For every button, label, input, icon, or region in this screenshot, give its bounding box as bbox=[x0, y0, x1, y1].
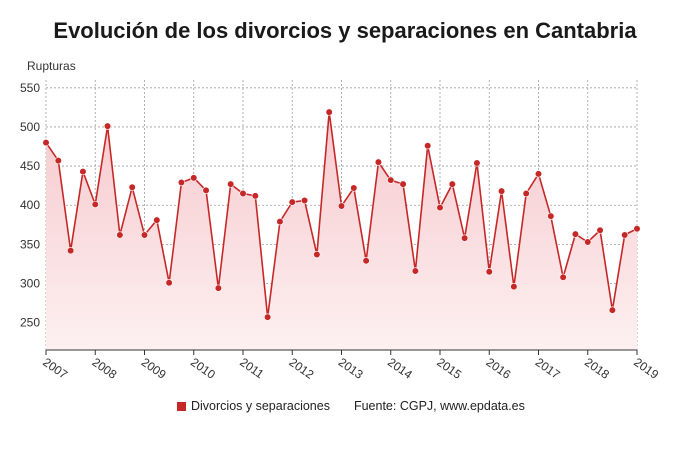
data-point bbox=[190, 174, 198, 182]
data-point bbox=[387, 176, 395, 184]
data-point bbox=[522, 189, 530, 198]
data-point bbox=[165, 279, 173, 287]
data-point bbox=[608, 306, 616, 314]
data-point bbox=[362, 257, 370, 265]
x-tick-label: 2009 bbox=[139, 355, 169, 382]
data-point bbox=[202, 186, 210, 194]
data-point bbox=[534, 170, 543, 178]
legend-swatch bbox=[177, 401, 186, 411]
data-point bbox=[103, 122, 112, 130]
data-point bbox=[300, 196, 309, 205]
data-point bbox=[153, 216, 161, 224]
data-point bbox=[510, 283, 518, 291]
y-axis-label: Rupturas bbox=[27, 59, 76, 73]
x-tick-label: 2017 bbox=[533, 355, 563, 382]
data-point bbox=[571, 230, 580, 238]
source-text: Fuente: CGPJ, www.epdata.es bbox=[353, 399, 525, 413]
data-point bbox=[584, 238, 592, 246]
y-tick-label: 300 bbox=[20, 276, 40, 290]
x-tick-label: 2007 bbox=[40, 355, 70, 382]
data-point bbox=[337, 202, 346, 210]
data-point bbox=[448, 180, 456, 188]
data-point bbox=[547, 212, 555, 220]
data-point bbox=[177, 178, 186, 187]
data-point bbox=[461, 234, 469, 242]
x-tick-label: 2019 bbox=[631, 355, 661, 382]
data-point bbox=[128, 183, 136, 191]
y-ticks: 250 300 350 400 450 500 550 bbox=[20, 81, 40, 330]
data-point bbox=[79, 167, 87, 176]
data-point bbox=[313, 250, 321, 259]
area-fill bbox=[46, 112, 637, 350]
legend: Divorcios y separaciones Fuente: CGPJ, w… bbox=[177, 399, 525, 413]
data-point bbox=[91, 200, 99, 209]
data-point bbox=[227, 180, 235, 188]
legend-series-label: Divorcios y separaciones bbox=[191, 399, 330, 413]
data-point bbox=[411, 267, 419, 275]
data-points bbox=[42, 108, 641, 321]
y-tick-label: 250 bbox=[20, 316, 40, 330]
y-tick-label: 400 bbox=[20, 198, 40, 212]
x-tick-label: 2016 bbox=[484, 355, 514, 382]
y-tick-label: 500 bbox=[20, 120, 40, 134]
data-point bbox=[497, 187, 506, 195]
data-point bbox=[42, 139, 50, 147]
data-point bbox=[214, 284, 222, 292]
x-ticks: 2007 2008 2009 2010 2011 2012 2013 2014 2015 2016… bbox=[40, 350, 661, 382]
data-point bbox=[350, 184, 358, 192]
data-point bbox=[251, 192, 259, 200]
data-point bbox=[559, 273, 567, 281]
data-point bbox=[140, 231, 149, 239]
x-tick-label: 2008 bbox=[90, 355, 120, 382]
data-point bbox=[424, 142, 432, 150]
x-tick-label: 2015 bbox=[434, 355, 464, 382]
data-point bbox=[473, 159, 481, 167]
x-tick-label: 2014 bbox=[385, 355, 415, 382]
x-tick-label: 2012 bbox=[287, 355, 317, 382]
data-point bbox=[116, 231, 124, 239]
y-tick-label: 450 bbox=[20, 159, 40, 173]
data-point bbox=[325, 108, 333, 116]
data-point bbox=[633, 225, 641, 233]
x-tick-label: 2013 bbox=[336, 355, 366, 382]
data-point bbox=[288, 198, 296, 206]
data-point bbox=[67, 247, 75, 255]
x-tick-label: 2011 bbox=[237, 355, 266, 381]
data-point bbox=[485, 268, 493, 276]
x-tick-label: 2018 bbox=[582, 355, 612, 382]
chart-title: Evolución de los divorcios y separacione… bbox=[53, 18, 637, 43]
data-point bbox=[276, 218, 284, 226]
x-tick-label: 2010 bbox=[188, 355, 218, 382]
data-point bbox=[399, 180, 407, 188]
data-point bbox=[596, 226, 604, 234]
y-tick-label: 350 bbox=[20, 237, 40, 251]
data-point bbox=[54, 157, 62, 165]
data-point bbox=[436, 203, 444, 212]
data-point bbox=[239, 189, 247, 198]
data-point bbox=[264, 313, 272, 321]
y-tick-label: 550 bbox=[20, 81, 40, 95]
data-point bbox=[621, 231, 629, 239]
data-point bbox=[374, 158, 383, 166]
